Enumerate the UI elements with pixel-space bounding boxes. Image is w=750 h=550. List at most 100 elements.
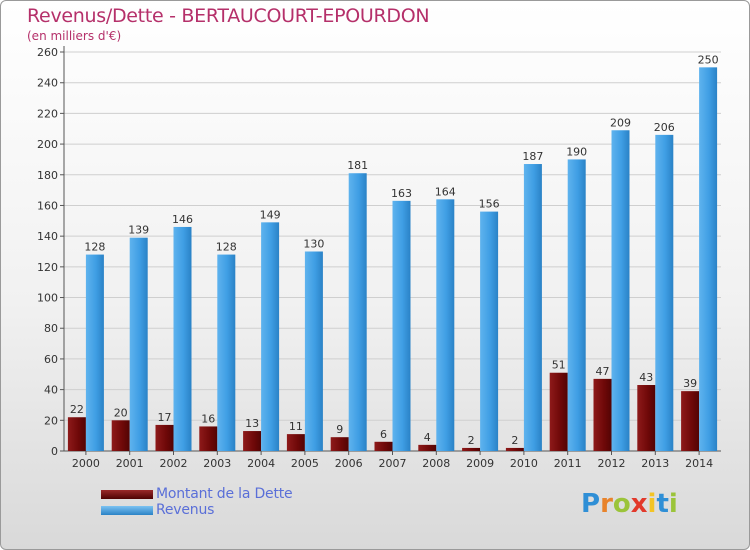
legend-swatch-revenus bbox=[101, 506, 153, 515]
data-label-revenus-2003: 128 bbox=[216, 241, 237, 254]
data-label-dette-2000: 22 bbox=[70, 403, 84, 416]
bar-dette-2000 bbox=[67, 417, 86, 451]
data-label-revenus-2010: 187 bbox=[522, 150, 543, 163]
data-label-revenus-2012: 209 bbox=[610, 116, 631, 129]
x-tick-label: 2006 bbox=[335, 457, 363, 470]
x-tick-label: 2003 bbox=[203, 457, 231, 470]
bar-revenus-2011 bbox=[567, 159, 586, 451]
x-tick-label: 2001 bbox=[116, 457, 144, 470]
logo-letter: x bbox=[630, 489, 648, 519]
bar-dette-2012 bbox=[593, 378, 612, 451]
data-label-dette-2007: 6 bbox=[380, 428, 387, 441]
y-tick-label: 200 bbox=[37, 138, 58, 151]
data-label-dette-2010: 2 bbox=[511, 434, 518, 447]
data-label-dette-2014: 39 bbox=[683, 377, 697, 390]
bar-revenus-2013 bbox=[655, 134, 674, 451]
logo-letter: i bbox=[668, 489, 678, 519]
bar-dette-2001 bbox=[111, 420, 130, 451]
data-label-revenus-2002: 146 bbox=[172, 213, 193, 226]
y-tick-label: 40 bbox=[44, 384, 58, 397]
chart-subtitle: (en milliers d'€) bbox=[27, 29, 122, 43]
chart-title: Revenus/Dette - BERTAUCOURT-EPOURDON bbox=[27, 5, 430, 27]
x-tick-label: 2012 bbox=[598, 457, 626, 470]
data-label-revenus-2000: 128 bbox=[84, 241, 105, 254]
bar-dette-2005 bbox=[286, 434, 305, 451]
logo-letter: i bbox=[647, 489, 657, 519]
data-labels: 2212820139171461612813149111309181616341… bbox=[70, 53, 719, 447]
legend-label-dette: Montant de la Dette bbox=[156, 486, 293, 502]
data-label-revenus-2004: 149 bbox=[260, 208, 281, 221]
data-label-revenus-2011: 190 bbox=[566, 145, 587, 158]
bar-revenus-2003 bbox=[217, 254, 236, 451]
y-tick-label: 80 bbox=[44, 322, 58, 335]
x-tick-label: 2007 bbox=[379, 457, 407, 470]
bar-revenus-2012 bbox=[611, 130, 630, 451]
data-label-dette-2003: 16 bbox=[201, 412, 215, 425]
data-label-dette-2005: 11 bbox=[289, 420, 303, 433]
data-label-dette-2013: 43 bbox=[639, 371, 653, 384]
bar-dette-2011 bbox=[549, 372, 568, 451]
bar-dette-2014 bbox=[681, 391, 700, 451]
data-label-dette-2001: 20 bbox=[114, 406, 128, 419]
logo-letter: t bbox=[656, 489, 669, 519]
data-label-dette-2012: 47 bbox=[596, 365, 610, 378]
bar-dette-2006 bbox=[330, 437, 349, 451]
bar-revenus-2014 bbox=[699, 67, 718, 451]
x-tick-label: 2002 bbox=[160, 457, 188, 470]
bar-revenus-2008 bbox=[436, 199, 455, 451]
logo-letter: r bbox=[600, 489, 613, 519]
y-tick-label: 160 bbox=[37, 199, 58, 212]
proxiti-logo: Proxiti bbox=[581, 489, 678, 519]
y-tick-label: 240 bbox=[37, 77, 58, 90]
x-tick-label: 2004 bbox=[247, 457, 275, 470]
bar-dette-2008 bbox=[418, 444, 437, 451]
x-tick-label: 2005 bbox=[291, 457, 319, 470]
bar-revenus-2004 bbox=[261, 222, 280, 451]
data-label-revenus-2009: 156 bbox=[479, 198, 500, 211]
data-label-revenus-2006: 181 bbox=[347, 159, 368, 172]
data-label-revenus-2008: 164 bbox=[435, 185, 456, 198]
data-label-revenus-2013: 206 bbox=[654, 121, 675, 134]
bar-revenus-2009 bbox=[480, 211, 499, 451]
x-tick-label: 2010 bbox=[510, 457, 538, 470]
axes: 0204060801001201401601802002202402602000… bbox=[37, 46, 721, 470]
data-label-dette-2008: 4 bbox=[424, 431, 431, 444]
data-label-revenus-2014: 250 bbox=[698, 53, 719, 66]
bar-revenus-2000 bbox=[85, 254, 104, 451]
x-tick-label: 2009 bbox=[466, 457, 494, 470]
legend-swatch-dette bbox=[101, 490, 153, 499]
x-tick-label: 2011 bbox=[554, 457, 582, 470]
bar-dette-2003 bbox=[199, 426, 218, 451]
x-tick-label: 2000 bbox=[72, 457, 100, 470]
data-label-dette-2009: 2 bbox=[468, 434, 475, 447]
data-label-revenus-2001: 139 bbox=[128, 224, 149, 237]
bar-dette-2010 bbox=[505, 447, 524, 451]
bar-revenus-2006 bbox=[348, 173, 367, 451]
bar-dette-2009 bbox=[462, 447, 481, 451]
y-tick-label: 20 bbox=[44, 414, 58, 427]
x-tick-label: 2008 bbox=[422, 457, 450, 470]
data-label-dette-2006: 9 bbox=[336, 423, 343, 436]
logo-letter: P bbox=[581, 489, 601, 519]
x-tick-label: 2014 bbox=[685, 457, 713, 470]
y-tick-label: 120 bbox=[37, 261, 58, 274]
data-label-dette-2002: 17 bbox=[158, 411, 172, 424]
bar-revenus-2005 bbox=[304, 251, 323, 451]
data-label-dette-2004: 13 bbox=[245, 417, 259, 430]
bar-revenus-2002 bbox=[173, 226, 192, 451]
data-label-revenus-2005: 130 bbox=[303, 238, 324, 251]
x-tick-label: 2013 bbox=[641, 457, 669, 470]
bar-dette-2013 bbox=[637, 385, 656, 451]
bar-revenus-2001 bbox=[129, 237, 148, 451]
y-tick-label: 100 bbox=[37, 292, 58, 305]
bar-revenus-2007 bbox=[392, 200, 411, 451]
legend-label-revenus: Revenus bbox=[156, 502, 215, 518]
bar-dette-2007 bbox=[374, 441, 393, 451]
logo-letter: o bbox=[612, 489, 631, 519]
y-tick-label: 140 bbox=[37, 230, 58, 243]
bar-revenus-2010 bbox=[523, 164, 542, 451]
data-label-revenus-2007: 163 bbox=[391, 187, 412, 200]
y-tick-label: 260 bbox=[37, 46, 58, 59]
